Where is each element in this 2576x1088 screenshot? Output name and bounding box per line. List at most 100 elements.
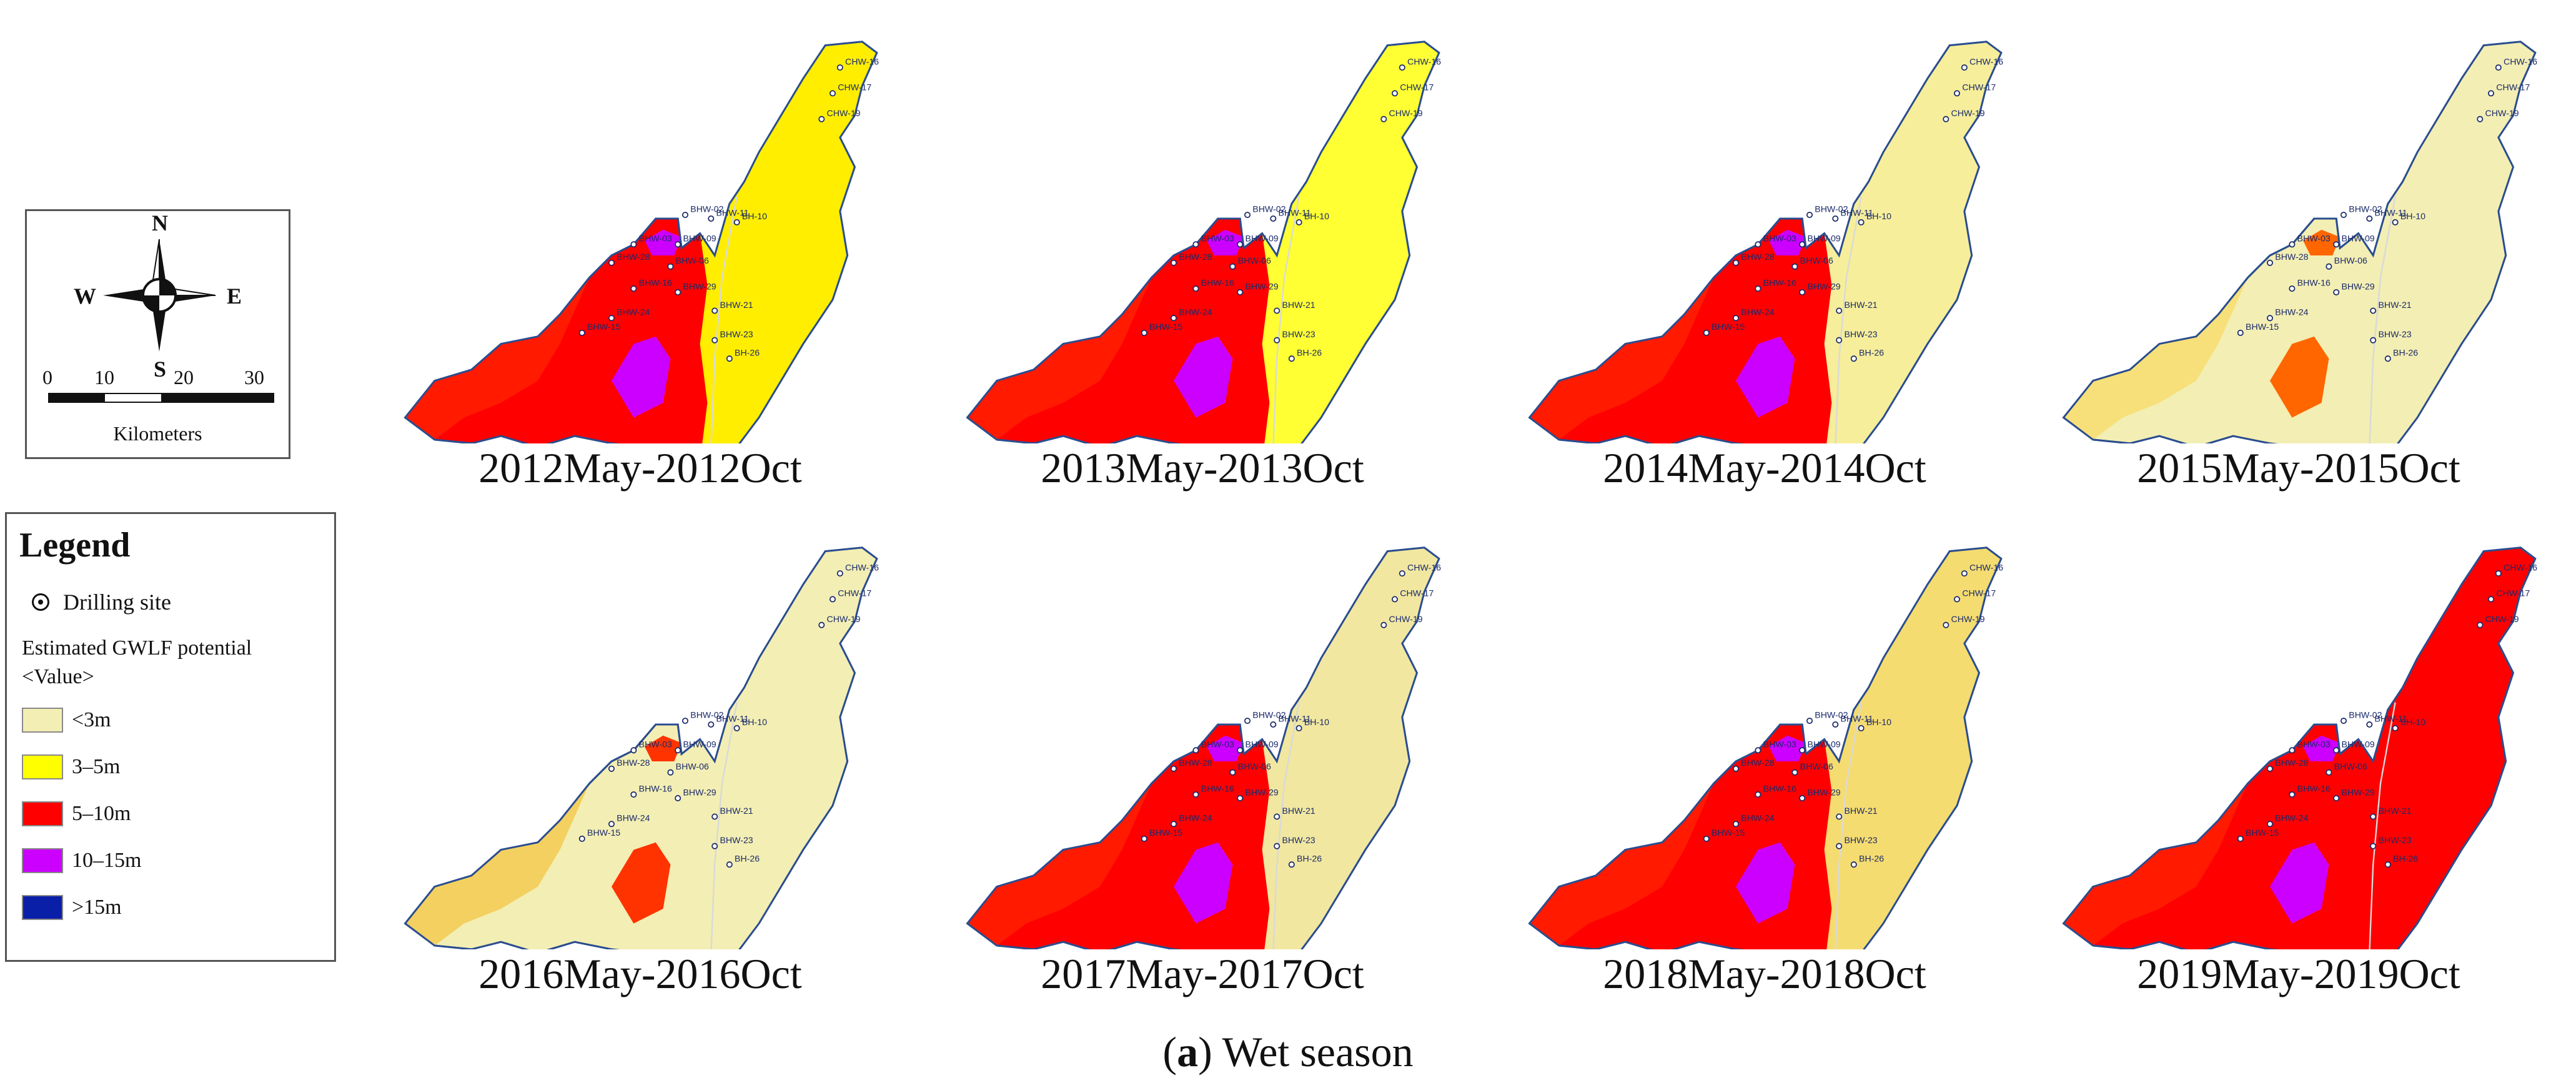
drilling-site-label: BHW-11 (2375, 208, 2407, 218)
drilling-site-label: BH-26 (1859, 854, 1884, 864)
map-panel-2019: CHW-16 CHW-17 CHW-19 BHW-02 BHW-11 BH-10 BHW-0… (2024, 512, 2574, 999)
drilling-site-marker (1229, 769, 1236, 776)
drilling-site-marker (1806, 212, 1813, 219)
panel-caption: 2013May-2013Oct (1041, 444, 1364, 492)
drilling-site-label: BHW-06 (1800, 762, 1833, 772)
drilling-site-marker (726, 861, 733, 868)
drilling-site-label: BHW-09 (1807, 740, 1840, 750)
drilling-site-marker (2340, 212, 2347, 219)
drilling-site-marker (836, 570, 843, 577)
deep-zone-patch (1736, 336, 1795, 418)
drilling-site-marker (2495, 570, 2502, 577)
drilling-site-marker (1799, 241, 1806, 248)
drilling-site-marker (1850, 861, 1857, 868)
drilling-site-label: CHW-19 (2485, 615, 2519, 625)
drilling-site-marker (1170, 259, 1177, 266)
study-area-boundary (1528, 546, 2003, 949)
drilling-site-marker (1380, 621, 1387, 628)
drilling-site-marker (2366, 721, 2373, 728)
drilling-site-label: BHW-21 (720, 806, 753, 816)
compass-north-label: N (152, 210, 168, 235)
drilling-site-marker (2326, 263, 2332, 270)
west-zone (2063, 783, 2248, 946)
drilling-site-marker (711, 813, 718, 820)
drilling-site-label: BHW-02 (2349, 710, 2382, 720)
west-zone (405, 783, 590, 946)
drilling-site-label: BHW-16 (1763, 278, 1796, 288)
panel-caption: 2016May-2016Oct (478, 950, 802, 997)
drilling-site-label: BHW-21 (2378, 806, 2411, 816)
drilling-site-label: BHW-02 (1252, 710, 1286, 720)
drilling-site-label: BHW-28 (617, 252, 650, 262)
drilling-site-label: BHW-23 (720, 330, 753, 340)
drilling-site-marker (1192, 747, 1199, 754)
drilling-site-label: BHW-03 (1763, 234, 1796, 244)
drilling-site-marker (1806, 718, 1813, 725)
drilling-site-label: CHW-17 (1400, 589, 1434, 599)
compass-west-label: W (74, 284, 96, 309)
drilling-site-label: CHW-17 (1400, 83, 1434, 93)
drilling-site-label: BHW-21 (1282, 806, 1315, 816)
west-zone (1529, 277, 1714, 440)
river-line (1835, 196, 1862, 443)
drilling-site-label: CHW-17 (1962, 589, 1996, 599)
drilling-site-marker (675, 289, 681, 296)
drilling-site-label: BHW-11 (716, 714, 749, 724)
drilling-site-label: BHW-06 (1238, 762, 1271, 772)
drilling-site-marker (1791, 769, 1798, 776)
drilling-site-label: BHW-06 (2334, 256, 2367, 266)
drilling-site-label: BHW-06 (1238, 256, 1271, 266)
drilling-site-marker (2384, 861, 2391, 868)
drilling-site-marker (1755, 241, 1761, 248)
drilling-site-marker (1732, 259, 1740, 266)
drilling-site-marker (1244, 718, 1251, 725)
drilling-site-label: BHW-28 (1741, 252, 1774, 262)
drilling-site-marker (675, 241, 681, 248)
drilling-site-label: BHW-09 (1807, 234, 1840, 244)
drilling-site-label: CHW-17 (838, 83, 871, 93)
drilling-site-label: BH-26 (1297, 348, 1322, 358)
drilling-site-label: BHW-23 (720, 836, 753, 846)
drilling-site-marker (1295, 725, 1302, 731)
drilling-site-label: BH-10 (742, 212, 767, 222)
drilling-site-marker (2487, 596, 2495, 603)
drilling-site-marker (2289, 285, 2296, 292)
drilling-site-label: BHW-02 (1815, 204, 1848, 214)
panel-caption: 2018May-2018Oct (1603, 950, 1926, 997)
east-zone (700, 547, 877, 949)
drilling-site-marker (667, 769, 674, 776)
drilling-site-marker (1141, 329, 1147, 336)
drilling-site-marker (1274, 307, 1281, 314)
drilling-site-marker (1274, 843, 1281, 849)
drilling-site-label: CHW-17 (1962, 83, 1996, 93)
east-zone (1824, 547, 2001, 949)
drilling-site-label: BH-10 (2400, 718, 2425, 728)
drilling-site-marker (1943, 621, 1949, 628)
drilling-site-label: CHW-19 (1389, 615, 1423, 625)
drilling-site-label: BHW-28 (2275, 252, 2308, 262)
drilling-site-marker (2266, 315, 2274, 322)
drilling-site-marker (2326, 769, 2332, 776)
drilling-site-label: BHW-11 (1841, 714, 1873, 724)
drilling-site-label: BHW-23 (1844, 330, 1877, 340)
legend-swatch (22, 895, 63, 920)
drilling-site-marker (681, 718, 689, 725)
drilling-site-label: CHW-19 (827, 615, 861, 625)
drilling-site-label: BHW-06 (676, 762, 709, 772)
drilling-site-label: CHW-17 (2496, 83, 2530, 93)
drilling-site-marker (1961, 570, 1968, 577)
figure-caption-text: Wet season (1212, 1028, 1414, 1076)
drilling-site-label: BH-10 (742, 718, 767, 728)
drilling-site-label: BHW-21 (1844, 806, 1877, 816)
drilling-site-label: BH-26 (735, 348, 760, 358)
drilling-site-label: CHW-16 (1407, 563, 1441, 573)
study-area-boundary (2062, 41, 2537, 443)
drilling-site-label: BHW-24 (1179, 814, 1212, 824)
drilling-site-label: BH-26 (2393, 854, 2418, 864)
drilling-site-label: BHW-23 (1282, 836, 1315, 846)
drilling-site-label: BH-10 (2400, 212, 2425, 222)
drilling-site-marker (1953, 90, 1961, 97)
map-panel-2017: CHW-16 CHW-17 CHW-19 BHW-02 BHW-11 BH-10 BHW-0… (928, 512, 1477, 999)
legend-field-label: Estimated GWLF potential (22, 636, 252, 660)
east-zone (1824, 41, 2001, 443)
